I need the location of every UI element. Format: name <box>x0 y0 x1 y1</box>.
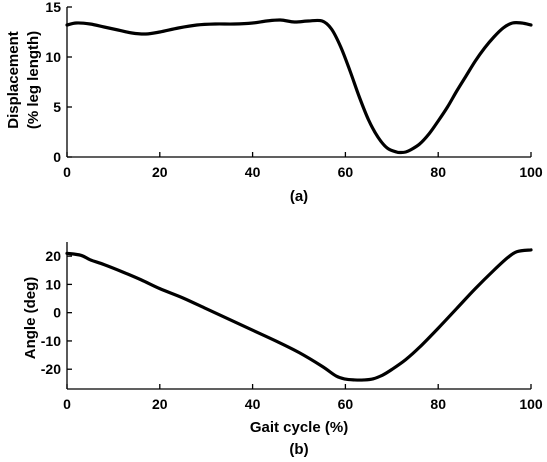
panel-a-xtick-label: 0 <box>63 164 71 180</box>
panel-a-label: (a) <box>290 188 308 205</box>
panel-b-ytick-label: -10 <box>41 333 61 349</box>
panel-b-xtick-label: 80 <box>430 396 446 412</box>
panel-a-xtick-label: 40 <box>245 164 261 180</box>
panel-b-ytick-label: 20 <box>45 248 61 264</box>
panel-b-xtick-label: 40 <box>245 396 261 412</box>
panel-a-ylabel-line1: Displacement <box>5 31 22 129</box>
panel-b-xtick-label: 0 <box>63 396 71 412</box>
panel-b-angle-line <box>65 248 533 382</box>
panel-a-displacement-line <box>65 18 533 155</box>
panel-a-xtick-label: 60 <box>338 164 354 180</box>
panel-b-xtick-label: 60 <box>338 396 354 412</box>
panel-b-ylabel: Angle (deg) <box>22 277 39 360</box>
panel-a-xtick-label: 100 <box>519 164 543 180</box>
panel-a-ytick-label: 5 <box>53 99 61 115</box>
panel-b-xtick-label: 100 <box>519 396 543 412</box>
panel-a-ytick-label: 15 <box>45 0 61 15</box>
panel-a-ytick-label: 10 <box>45 49 61 65</box>
panel-b-ytick-label: 10 <box>45 276 61 292</box>
panel-b-ytick-label: -20 <box>41 361 61 377</box>
panel-b-xlabel: Gait cycle (%) <box>250 419 348 436</box>
panel-b-xtick-label: 20 <box>152 396 168 412</box>
panel-a-ytick-label: 0 <box>53 149 61 165</box>
panel-a-ylabel-line2: (% leg length) <box>25 31 42 129</box>
panel-a-ticks: 0 20 40 60 80 100 0 5 10 15 <box>45 0 542 180</box>
panel-a-xtick-label: 80 <box>430 164 446 180</box>
panel-a-xtick-label: 20 <box>152 164 168 180</box>
panel-b-label: (b) <box>289 441 308 458</box>
panel-a: 0 20 40 60 80 100 0 5 10 15 Displacement (% leg l… <box>5 0 543 205</box>
panel-b-ytick-label: 0 <box>53 305 61 321</box>
